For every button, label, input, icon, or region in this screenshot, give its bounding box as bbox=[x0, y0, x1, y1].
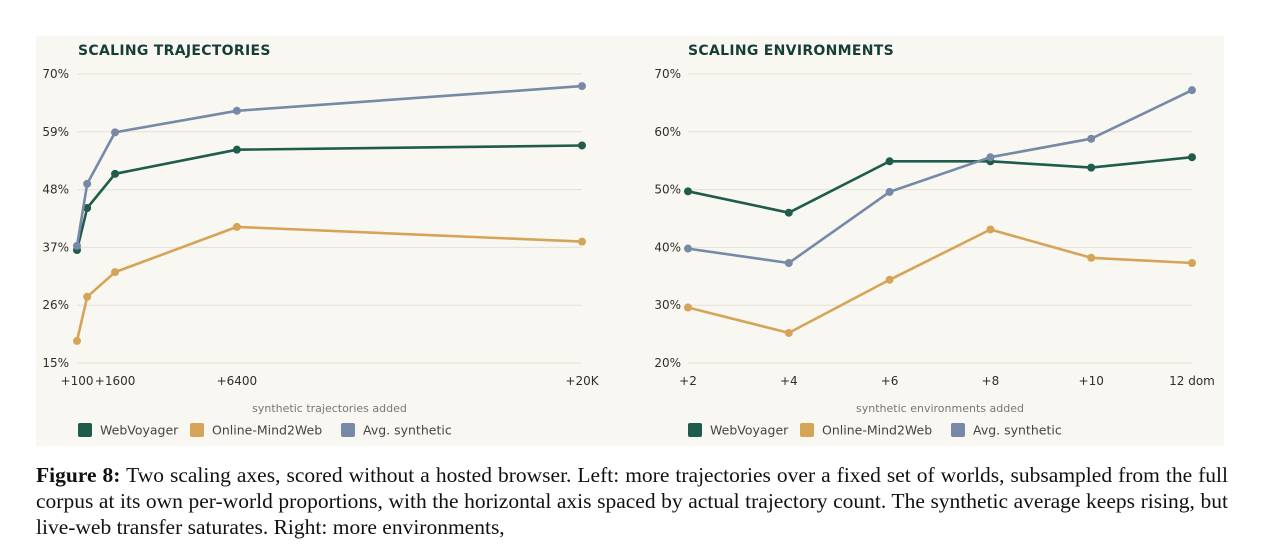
y-tick-label: 48% bbox=[42, 183, 69, 197]
data-point-avg-synthetic bbox=[83, 179, 92, 188]
y-tick-label: 50% bbox=[654, 183, 681, 197]
x-tick-label: +8 bbox=[982, 374, 1000, 388]
series-line-webvoyager bbox=[75, 144, 583, 251]
data-point-avg-synthetic bbox=[986, 153, 995, 162]
data-point-avg-synthetic bbox=[784, 259, 793, 268]
data-point-avg-synthetic bbox=[1087, 134, 1096, 143]
x-tick-label: +20K bbox=[565, 374, 599, 388]
caption-label: Figure 8: bbox=[36, 463, 121, 487]
x-tick-label: +2 bbox=[679, 374, 697, 388]
data-point-online-mind2web bbox=[111, 268, 120, 277]
legend-label: WebVoyager bbox=[710, 423, 789, 438]
series-line-online-mind2web bbox=[75, 225, 583, 342]
x-tick-label: +10 bbox=[1079, 374, 1104, 388]
legend-label: Online-Mind2Web bbox=[822, 423, 932, 438]
series-line-webvoyager bbox=[687, 155, 1193, 214]
chart-title: SCALING TRAJECTORIES bbox=[78, 43, 271, 59]
series-line-avg-synthetic bbox=[687, 89, 1193, 265]
legend-label: Avg. synthetic bbox=[363, 423, 452, 438]
legend-label: Avg. synthetic bbox=[973, 423, 1062, 438]
x-tick-label: +6400 bbox=[217, 374, 258, 388]
y-tick-label: 20% bbox=[654, 356, 681, 370]
data-point-online-mind2web bbox=[83, 292, 92, 301]
y-tick-label: 70% bbox=[42, 67, 69, 81]
chart-title: SCALING ENVIRONMENTS bbox=[688, 43, 894, 59]
y-tick-label: 70% bbox=[654, 67, 681, 81]
data-point-webvoyager bbox=[111, 169, 120, 178]
data-point-online-mind2web bbox=[1188, 259, 1196, 268]
chart-scaling-trajectories: SCALING TRAJECTORIES 15% 26% 37% 48% 59% 70% +1… bbox=[42, 43, 599, 438]
caption-text: Two scaling axes, scored without a hoste… bbox=[36, 463, 1228, 539]
x-tick-label: +4 bbox=[780, 374, 798, 388]
legend-swatch bbox=[341, 423, 355, 437]
data-point-avg-synthetic bbox=[885, 187, 894, 196]
data-point-webvoyager bbox=[232, 145, 241, 154]
x-tick-label: +1600 bbox=[95, 374, 136, 388]
data-point-online-mind2web bbox=[1087, 253, 1096, 262]
x-tick-label: 12 dom bbox=[1169, 374, 1215, 388]
x-axis-label: synthetic environments added bbox=[856, 402, 1024, 415]
data-point-online-mind2web bbox=[578, 237, 586, 246]
data-point-avg-synthetic bbox=[1188, 86, 1196, 95]
data-point-webvoyager bbox=[1087, 163, 1096, 172]
y-tick-label: 15% bbox=[42, 356, 69, 370]
data-point-online-mind2web bbox=[986, 225, 995, 234]
chart-scaling-environments: SCALING ENVIRONMENTS 20% 30% 40% 50% 60% 70% +2… bbox=[654, 43, 1215, 438]
data-point-online-mind2web bbox=[784, 328, 793, 337]
data-point-webvoyager bbox=[885, 157, 894, 166]
data-point-online-mind2web bbox=[232, 222, 241, 231]
x-tick-label: +100 bbox=[61, 374, 94, 388]
series-line-online-mind2web bbox=[687, 228, 1193, 335]
data-point-online-mind2web bbox=[885, 275, 894, 284]
data-point-avg-synthetic bbox=[684, 244, 692, 253]
y-tick-label: 26% bbox=[42, 298, 69, 312]
data-point-online-mind2web bbox=[684, 303, 692, 312]
x-tick-label: +6 bbox=[881, 374, 899, 388]
figure-caption: Figure 8: Two scaling axes, scored witho… bbox=[36, 462, 1228, 540]
data-point-webvoyager bbox=[578, 141, 586, 150]
data-point-webvoyager bbox=[684, 187, 692, 196]
data-point-webvoyager bbox=[83, 203, 92, 212]
y-tick-label: 59% bbox=[42, 125, 69, 139]
y-tick-label: 37% bbox=[42, 240, 69, 254]
data-point-avg-synthetic bbox=[73, 241, 81, 250]
y-tick-label: 60% bbox=[654, 125, 681, 139]
x-axis-label: synthetic trajectories added bbox=[252, 402, 407, 415]
data-point-webvoyager bbox=[1188, 153, 1196, 162]
legend-swatch bbox=[688, 423, 702, 437]
legend-label: WebVoyager bbox=[100, 423, 179, 438]
data-point-avg-synthetic bbox=[578, 82, 586, 91]
legend-swatch bbox=[190, 423, 204, 437]
data-point-avg-synthetic bbox=[111, 128, 120, 137]
legend-swatch bbox=[78, 423, 92, 437]
figure-panel: SCALING TRAJECTORIES 15% 26% 37% 48% 59% 70% +1… bbox=[36, 36, 1224, 446]
data-point-avg-synthetic bbox=[232, 106, 241, 115]
y-tick-label: 40% bbox=[654, 240, 681, 254]
data-point-webvoyager bbox=[784, 208, 793, 217]
data-point-online-mind2web bbox=[73, 336, 81, 345]
legend-label: Online-Mind2Web bbox=[212, 423, 322, 438]
legend-swatch bbox=[951, 423, 965, 437]
y-tick-label: 30% bbox=[654, 298, 681, 312]
legend-swatch bbox=[800, 423, 814, 437]
